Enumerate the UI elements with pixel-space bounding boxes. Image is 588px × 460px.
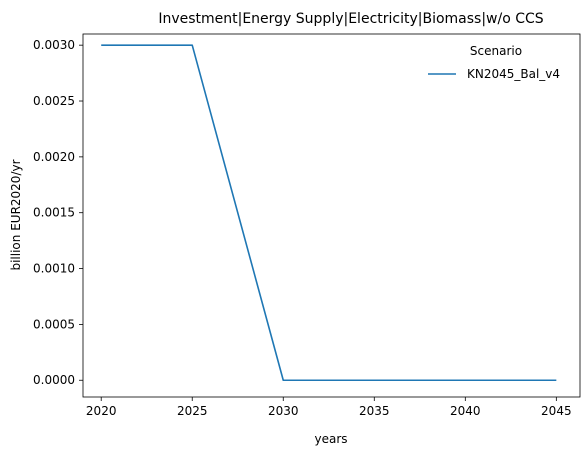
x-axis-label: years xyxy=(314,432,347,446)
x-tick-label: 2040 xyxy=(450,404,481,418)
y-tick-label: 0.0000 xyxy=(33,373,75,387)
x-tick-label: 2035 xyxy=(359,404,390,418)
x-tick-label: 2045 xyxy=(541,404,572,418)
y-tick-label: 0.0005 xyxy=(33,317,75,331)
y-axis: 0.0000 0.0005 0.0010 0.0015 0.0020 0.0025 0.00… xyxy=(33,38,83,387)
legend-title: Scenario xyxy=(470,44,522,58)
legend-series-label: KN2045_Bal_v4 xyxy=(467,67,560,81)
y-tick-label: 0.0010 xyxy=(33,262,75,276)
y-tick-label: 0.0020 xyxy=(33,150,75,164)
x-tick-label: 2020 xyxy=(86,404,117,418)
x-axis: 2020 2025 2030 2035 2040 2045 xyxy=(86,397,572,418)
y-tick-label: 0.0025 xyxy=(33,94,75,108)
plot-frame xyxy=(82,33,581,398)
y-tick-label: 0.0030 xyxy=(33,38,75,52)
x-tick-label: 2030 xyxy=(268,404,299,418)
plot-area xyxy=(83,34,580,397)
series-layer xyxy=(101,44,557,382)
chart-title: Investment|Energy Supply|Electricity|Bio… xyxy=(158,11,543,27)
legend: Scenario KN2045_Bal_v4 xyxy=(428,44,560,81)
y-axis-label: billion EUR2020/yr xyxy=(9,159,23,270)
series-line xyxy=(101,44,557,382)
x-tick-label: 2025 xyxy=(177,404,208,418)
y-tick-label: 0.0015 xyxy=(33,206,75,220)
